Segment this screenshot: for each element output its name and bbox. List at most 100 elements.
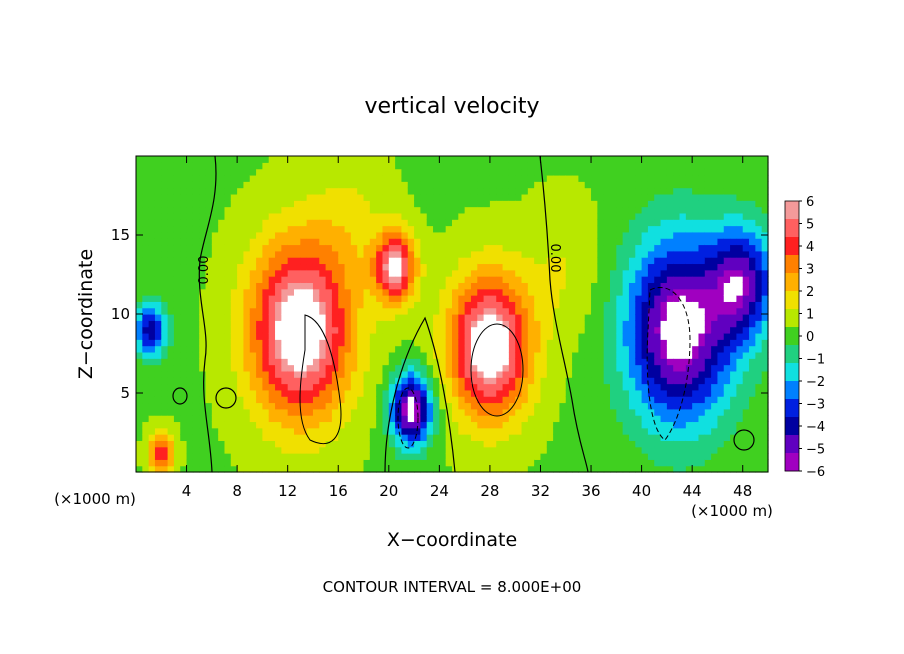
heatmap-cell <box>742 465 750 473</box>
heatmap-cell <box>521 332 529 340</box>
heatmap-cell <box>338 206 346 214</box>
heatmap-cell <box>325 453 333 460</box>
heatmap-cell <box>224 446 232 454</box>
heatmap-cell <box>673 453 681 460</box>
heatmap-cell <box>591 307 598 315</box>
heatmap-cell <box>584 427 592 435</box>
heatmap-cell <box>338 427 346 435</box>
heatmap-cell <box>628 181 636 189</box>
heatmap-cell <box>287 238 295 246</box>
heatmap-cell <box>281 453 289 460</box>
heatmap-cell <box>464 307 472 315</box>
heatmap-cell <box>338 238 346 246</box>
heatmap-cell <box>603 326 611 334</box>
heatmap-cell <box>401 257 409 265</box>
heatmap-cell <box>433 427 440 435</box>
heatmap-cell <box>401 446 409 454</box>
heatmap-cell <box>420 200 428 208</box>
heatmap-cell <box>666 459 674 467</box>
heatmap-cell <box>211 174 219 182</box>
heatmap-cell <box>452 396 459 404</box>
heatmap-cell <box>148 244 156 252</box>
heatmap-cell <box>142 162 150 170</box>
heatmap-cell <box>287 459 295 467</box>
heatmap-cell <box>610 415 617 423</box>
heatmap-cell <box>534 421 542 429</box>
heatmap-cell <box>711 389 719 397</box>
heatmap-cell <box>534 351 542 359</box>
heatmap-cell <box>319 250 327 258</box>
heatmap-cell <box>660 282 668 290</box>
heatmap-cell <box>610 250 617 258</box>
heatmap-cell <box>388 459 396 467</box>
heatmap-cell <box>205 446 213 454</box>
heatmap-cell <box>199 168 207 176</box>
heatmap-cell <box>439 162 447 170</box>
heatmap-cell <box>142 440 150 448</box>
heatmap-cell <box>439 326 447 334</box>
heatmap-cell <box>477 383 485 391</box>
heatmap-cell <box>350 263 358 271</box>
heatmap-cell <box>148 156 156 163</box>
heatmap-cell <box>300 332 308 340</box>
heatmap-cell <box>331 396 339 404</box>
heatmap-cell <box>243 295 251 302</box>
heatmap-cell <box>458 301 466 309</box>
heatmap-cell <box>382 219 390 227</box>
heatmap-cell <box>173 339 181 347</box>
heatmap-cell <box>439 408 447 416</box>
heatmap-cell <box>136 396 143 404</box>
heatmap-cell <box>357 358 365 366</box>
heatmap-cell <box>477 427 485 435</box>
heatmap-cell <box>350 326 358 334</box>
heatmap-cell <box>407 219 415 227</box>
heatmap-cell <box>698 187 706 195</box>
heatmap-cell <box>154 339 162 347</box>
heatmap-cell <box>199 358 207 366</box>
heatmap-cell <box>458 377 466 385</box>
heatmap-cell <box>186 383 194 391</box>
heatmap-cell <box>730 339 737 347</box>
heatmap-cell <box>755 351 763 359</box>
heatmap-cell <box>439 263 447 271</box>
heatmap-cell <box>407 301 415 309</box>
heatmap-cell <box>692 326 700 334</box>
heatmap-cell <box>173 200 181 208</box>
heatmap-cell <box>628 446 636 454</box>
heatmap-cell <box>192 320 200 328</box>
heatmap-cell <box>237 314 245 321</box>
heatmap-cell <box>357 263 365 271</box>
heatmap-cell <box>319 187 327 195</box>
heatmap-cell <box>717 193 725 201</box>
heatmap-cell <box>180 351 188 359</box>
heatmap-cell <box>603 421 611 429</box>
heatmap-cell <box>167 440 175 448</box>
heatmap-cell <box>559 156 567 163</box>
heatmap-cell <box>376 307 384 315</box>
heatmap-cell <box>673 326 681 334</box>
heatmap-cell <box>616 181 624 189</box>
heatmap-cell <box>205 370 213 378</box>
heatmap-cell <box>199 219 207 227</box>
heatmap-cell <box>243 174 251 182</box>
heatmap-cell <box>186 295 194 302</box>
heatmap-cell <box>603 364 611 372</box>
heatmap-cell <box>698 219 706 227</box>
heatmap-cell <box>578 212 586 220</box>
heatmap-cell <box>325 465 333 473</box>
heatmap-cell <box>572 465 579 473</box>
heatmap-cell <box>433 434 440 441</box>
heatmap-cell <box>363 225 371 233</box>
heatmap-cell <box>521 396 529 404</box>
heatmap-cell <box>704 168 712 176</box>
heatmap-cell <box>287 193 295 201</box>
heatmap-cell <box>647 345 655 353</box>
heatmap-cell <box>559 389 567 397</box>
heatmap-cell <box>426 402 434 410</box>
heatmap-cell <box>312 440 320 448</box>
heatmap-cell <box>300 314 308 321</box>
heatmap-cell <box>540 427 548 435</box>
heatmap-cell <box>224 156 232 163</box>
heatmap-cell <box>344 212 352 220</box>
heatmap-cell <box>502 238 510 246</box>
